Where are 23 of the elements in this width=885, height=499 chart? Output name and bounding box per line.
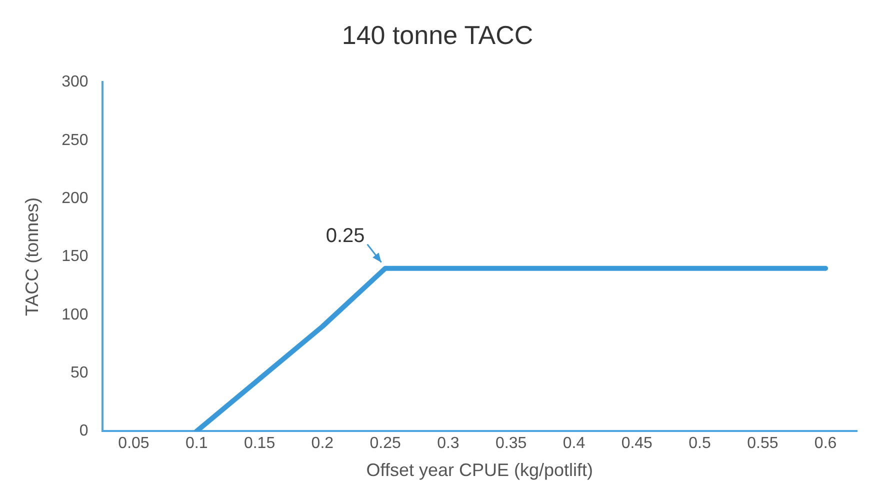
x-tick-label: 0.1 xyxy=(186,435,208,452)
y-axis-title: TACC (tonnes) xyxy=(22,197,42,316)
x-axis-title: Offset year CPUE (kg/potlift) xyxy=(366,460,594,480)
x-tick-label: 0.15 xyxy=(244,435,276,452)
x-tick-label: 0.4 xyxy=(562,435,586,452)
y-tick-label: 250 xyxy=(62,132,88,149)
x-tick-label: 0.5 xyxy=(688,435,711,452)
x-tick-label: 0.25 xyxy=(370,435,401,452)
y-tick-label: 200 xyxy=(62,190,88,207)
x-tick-label: 0.55 xyxy=(747,435,778,452)
y-tick-label: 150 xyxy=(62,248,88,266)
y-tick-label: 100 xyxy=(62,306,88,324)
annotation: 0.25 xyxy=(326,224,365,247)
x-tick-label: 0.2 xyxy=(311,435,334,452)
y-tick-label: 0 xyxy=(79,422,88,440)
y-tick-label: 300 xyxy=(62,74,88,91)
chart-title: 140 tonne TACC xyxy=(342,20,534,50)
x-tick-label: 0.35 xyxy=(496,435,527,452)
x-tick-label: 0.6 xyxy=(814,435,837,452)
x-tick-label: 0.3 xyxy=(437,435,460,452)
y-tick-label: 50 xyxy=(70,364,88,382)
x-tick-label: 0.05 xyxy=(118,435,150,452)
x-tick-label: 0.45 xyxy=(621,435,653,452)
